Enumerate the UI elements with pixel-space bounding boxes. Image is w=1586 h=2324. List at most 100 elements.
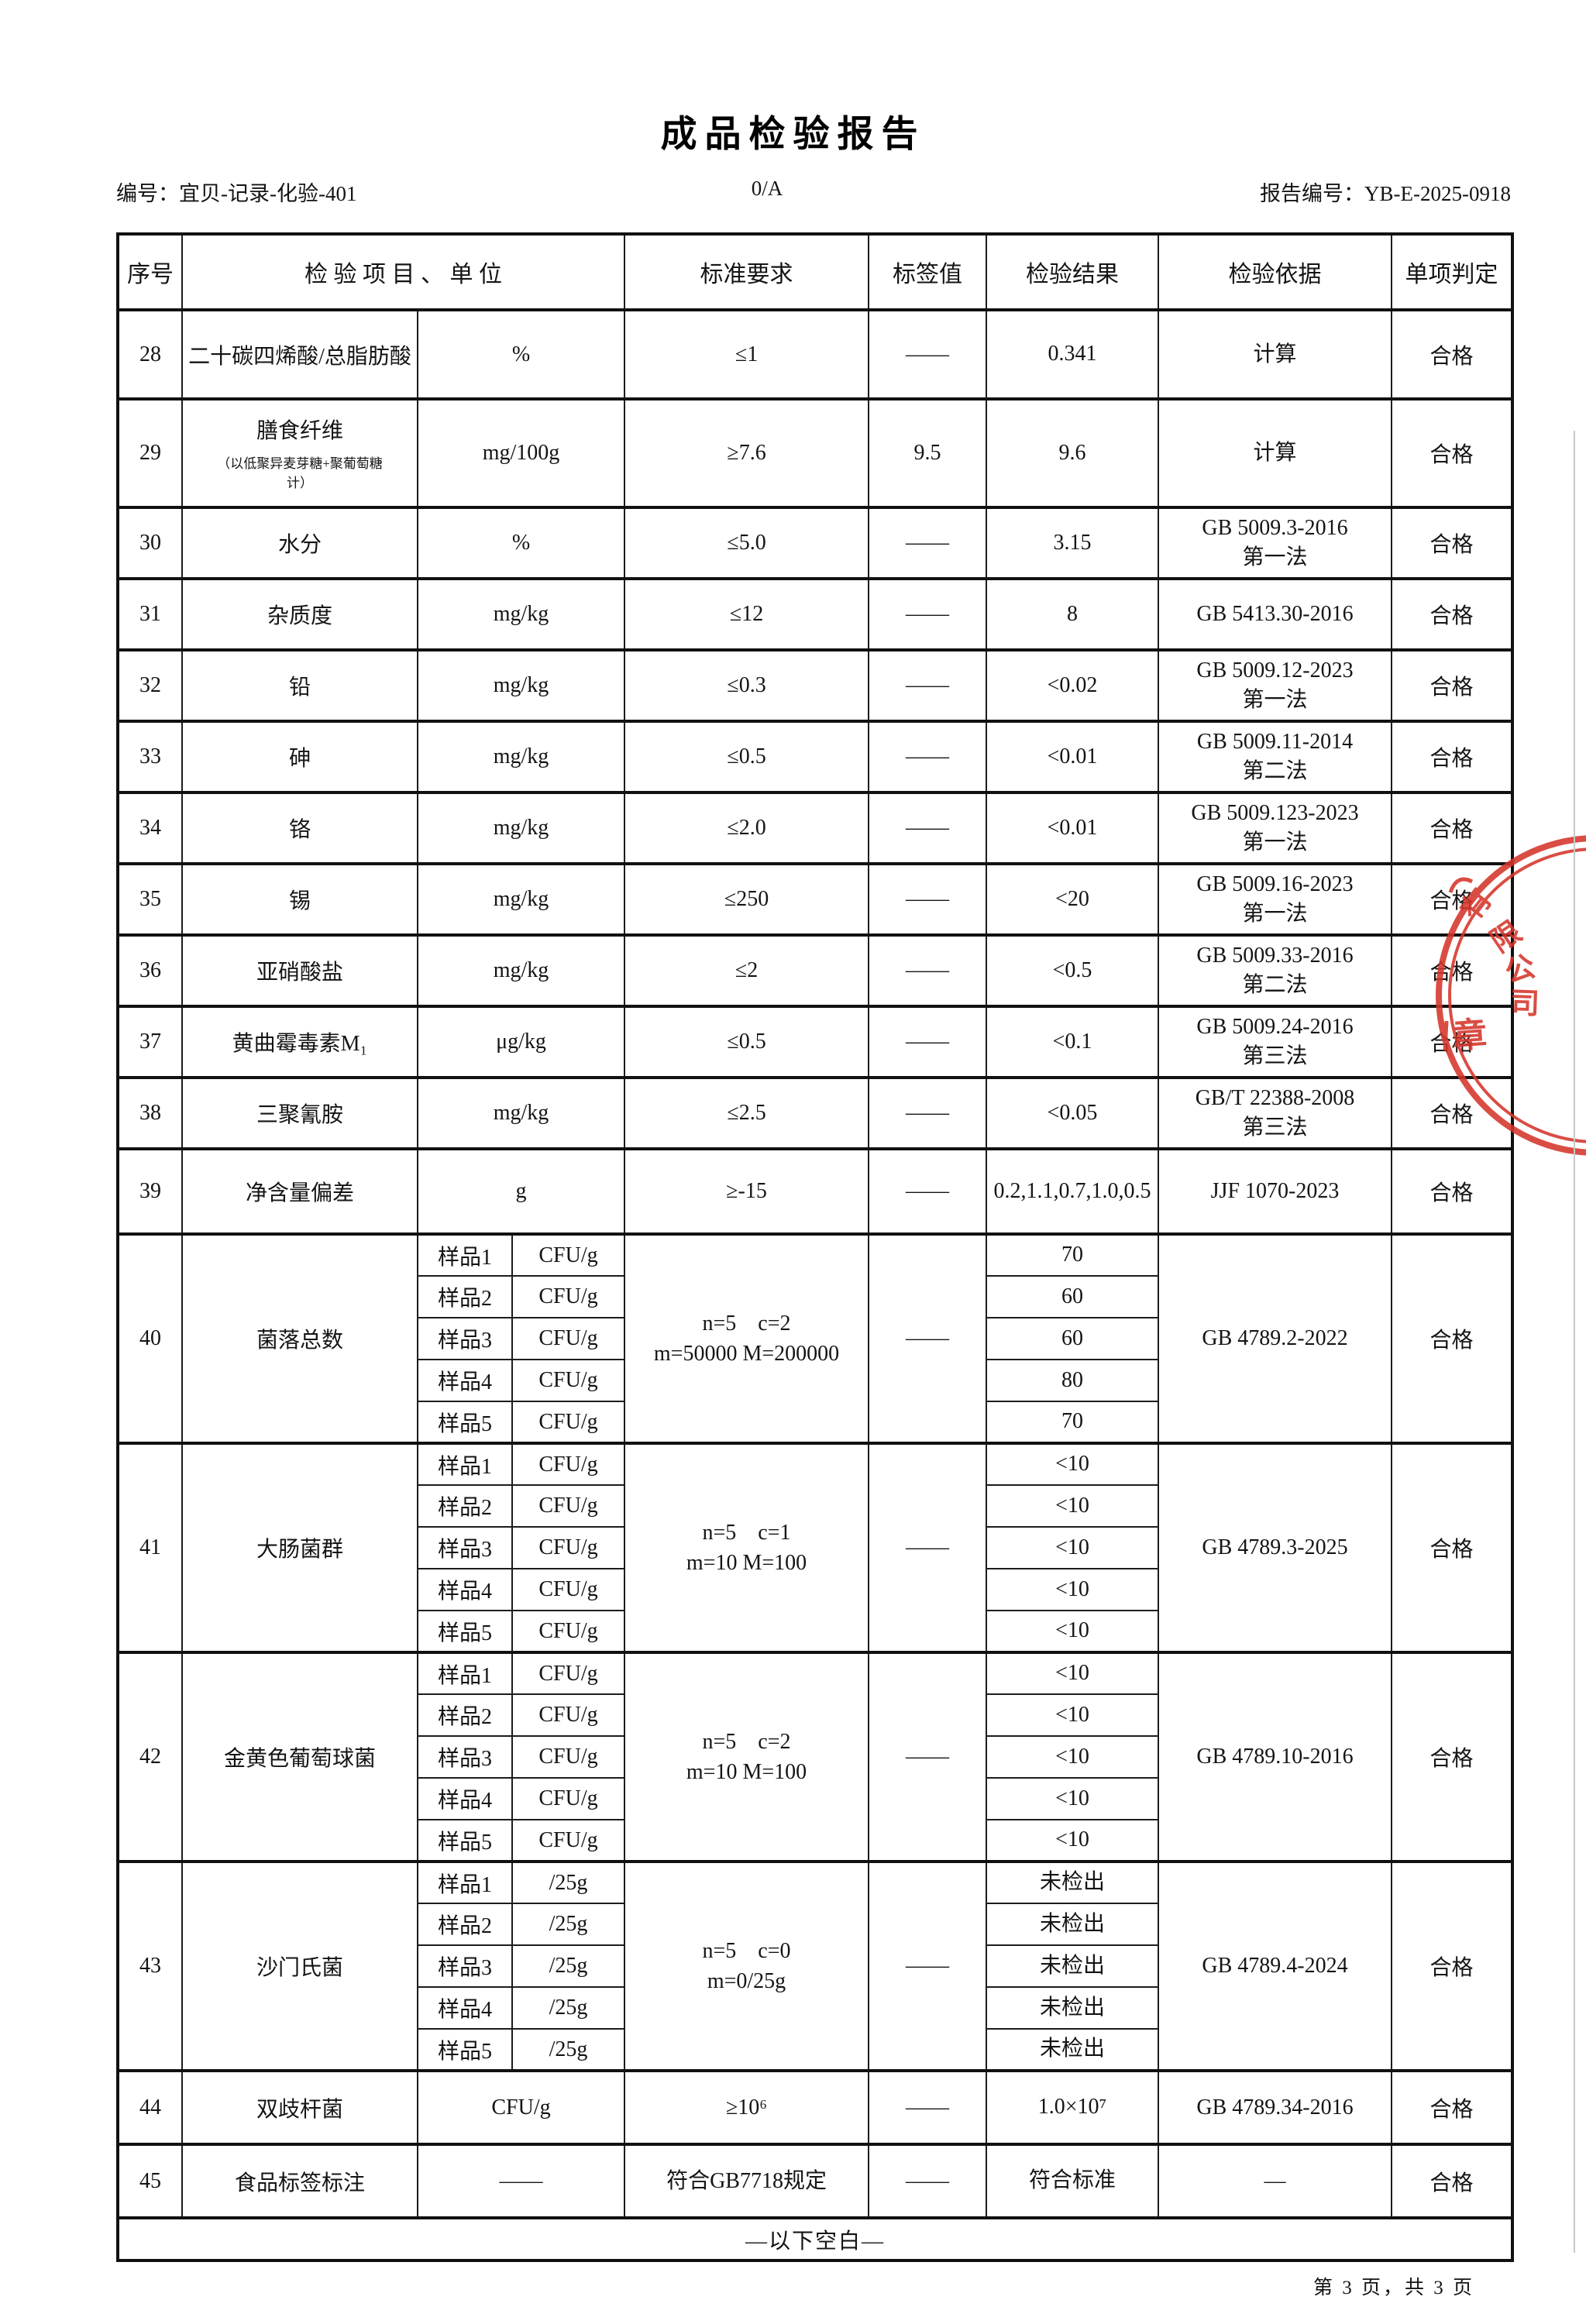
table-row-sample: 样品2 CFU/g 60 [118,1275,1512,1318]
cell-basis: GB 5009.12-2023 第一法 [1158,648,1393,722]
cell-label-value: —— [868,1860,988,2071]
item-note: （以低聚异麦芽糖+聚葡萄糖计） [217,456,383,491]
col-header-item-unit: 检 验 项 目 、 单 位 [181,233,626,311]
cell-item: 沙门氏菌 [181,1860,418,2071]
cell-basis: GB 5009.33-2016 第二法 [1158,933,1393,1007]
cell-sample-result: 60 [986,1275,1160,1318]
cell-label-value: —— [868,1076,988,1150]
col-header-basis: 检验依据 [1158,233,1393,311]
table-row: 45 食品标签标注 —— 符合GB7718规定 —— 符合标准 — 合格 [117,2143,1514,2219]
table-row: 32 铅 mg/kg ≤0.3 —— <0.02 GB 5009.12-2023 第一法 合格 [117,648,1514,722]
cell-sample-label: 样品5 [417,2028,513,2071]
cell-verdict: 合格 [1391,1651,1514,1862]
cell-basis: — [1158,2143,1393,2219]
cell-label-value: —— [868,1232,988,1444]
table-row: 36 亚硝酸盐 mg/kg ≤2 —— <0.5 GB 5009.33-2016 第二法 合格 [117,933,1514,1007]
cell-item: 二十碳四烯酸/总脂肪酸 [181,308,418,400]
cell-standard: ≥10⁶ [624,2069,870,2145]
cell-sample-unit: /25g [511,1860,626,1904]
cell-item: 黄曲霉毒素M₁ [181,1005,418,1078]
scan-artifact-line [1574,431,1575,2253]
cell-sample-unit: /25g [511,1903,626,1946]
cell-unit: % [416,308,626,400]
cell-below-blank: —以下空白— [116,2216,1514,2261]
cell-no: 36 [117,933,183,1007]
cell-basis: JJF 1070-2023 [1158,1147,1393,1235]
cell-unit: % [416,506,626,579]
cell-item: 砷 [181,720,418,793]
seal-arc-character: 司 [1509,987,1540,1020]
cell-sample-result: <10 [986,1442,1160,1486]
cell-basis: GB 5009.24-2016 第三法 [1158,1005,1393,1078]
col-header-result: 检验结果 [986,233,1160,311]
table-row-sample: 42 金黄色葡萄球菌 样品1 CFU/g n=5 c=2 m=10 M=100 —— <10… [117,1651,1514,1862]
cell-label-value: —— [868,2069,988,2145]
cell-result: 8 [986,577,1160,651]
table-row-sample: 样品4/25g 未检出 [118,1986,1512,2030]
cell-verdict: 合格 [1391,648,1514,722]
cell-verdict: 合格 [1391,1232,1514,1444]
cell-sample-unit: CFU/g [511,1484,626,1528]
cell-sample-label: 样品3 [417,1526,513,1569]
cell-standard: ≤2.5 [624,1076,870,1150]
cell-label-value: —— [868,308,988,400]
cell-label-value: —— [868,1005,988,1078]
table-row: 35 锡 mg/kg ≤250 —— <20 GB 5009.16-2023 第一法 合格 [117,862,1514,936]
document-version: 0/A [751,177,783,200]
cell-sample-unit: /25g [511,2028,626,2071]
cell-sample-result: <10 [986,1484,1160,1528]
cell-basis: GB/T 22388-2008 第三法 [1158,1076,1393,1150]
table-row-sample: 样品3/25g 未检出 [118,1944,1512,1988]
cell-no: 30 [117,506,183,579]
cell-no: 41 [117,1442,183,1653]
cell-sample-result: <10 [986,1526,1160,1569]
page-footer: 第 3 页，共 3 页 [1313,2278,1475,2298]
cell-sample-unit: CFU/g [511,1735,626,1779]
cell-verdict: 合格 [1391,2069,1514,2145]
cell-label-value: —— [868,1147,988,1235]
cell-no: 33 [117,720,183,793]
cell-result: 符合标准 [986,2143,1160,2219]
cell-unit: CFU/g [416,2069,626,2145]
cell-sample-result: 未检出 [986,1944,1160,1988]
cell-result: <0.01 [986,720,1160,793]
cell-sample-result: 未检出 [986,1986,1160,2030]
table-row: 34 铬 mg/kg ≤2.0 —— <0.01 GB 5009.123-2023 第一法合… [117,791,1514,865]
cell-no: 29 [117,397,183,508]
cell-standard: ≤2 [624,933,870,1007]
cell-sample-result: <10 [986,1777,1160,1820]
cell-item: 双歧杆菌 [181,2069,418,2145]
cell-label-value: —— [868,862,988,936]
cell-standard: ≤250 [624,862,870,936]
cell-label-value: —— [868,1442,988,1653]
cell-verdict: 合格 [1391,1860,1514,2071]
cell-unit: mg/kg [416,1076,626,1150]
cell-unit: mg/kg [416,933,626,1007]
cell-standard: n=5 c=1 m=10 M=100 [624,1442,870,1653]
table-row: 29 膳食纤维 （以低聚异麦芽糖+聚葡萄糖计） mg/100g ≥7.6 9.5 9.6 计算… [117,397,1514,508]
table-row-sample: 43 沙门氏菌 样品1/25g n=5 c=0 m=0/25g —— 未检出 GB 4789… [117,1860,1514,2071]
cell-sample-label: 样品3 [417,1735,513,1779]
table-row-sample: 样品5 CFU/g <10 [118,1819,1512,1862]
cell-item: 金黄色葡萄球菌 [181,1651,418,1862]
cell-verdict: 合格 [1391,308,1514,400]
table-row-sample: 样品4 CFU/g 80 [118,1359,1512,1402]
cell-basis: GB 4789.2-2022 [1158,1232,1393,1444]
table-row: 30 水分% ≤5.0 —— 3.15 GB 5009.3-2016 第一法 合格 [117,506,1514,579]
cell-sample-unit: CFU/g [511,1777,626,1820]
cell-label-value: —— [868,648,988,722]
cell-sample-label: 样品3 [417,1944,513,1988]
cell-item: 大肠菌群 [181,1442,418,1653]
cell-basis: 计算 [1158,397,1393,508]
col-header-verdict: 单项判定 [1391,233,1514,311]
cell-no: 38 [117,1076,183,1150]
cell-sample-unit: CFU/g [511,1232,626,1277]
page-title: 成品检验报告 [660,115,926,155]
table-row: 31 杂质度 mg/kg ≤12 —— 8 GB 5413.30-2016 合格 [117,577,1514,651]
cell-verdict: 合格 [1391,720,1514,793]
cell-sample-label: 样品4 [417,1777,513,1820]
table-row-sample: 样品2/25g 未检出 [118,1903,1512,1946]
cell-basis: 计算 [1158,308,1393,400]
cell-no: 35 [117,862,183,936]
